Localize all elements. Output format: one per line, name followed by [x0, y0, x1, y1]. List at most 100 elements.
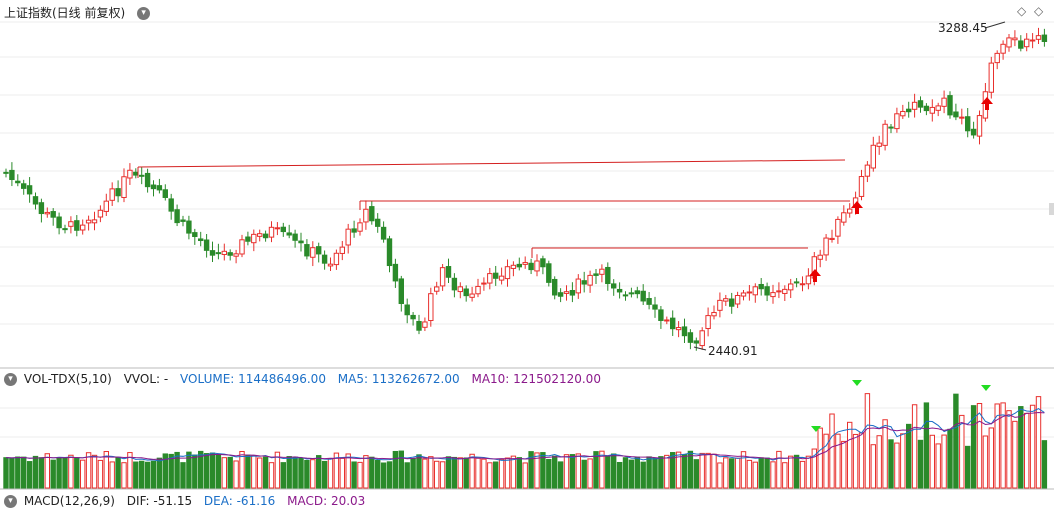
candle-body — [3, 171, 9, 174]
volume-bar — [941, 434, 947, 489]
candle-body — [758, 283, 764, 290]
volume-bar — [776, 450, 782, 489]
diamond-icon[interactable]: ◇ — [1017, 4, 1027, 18]
volume-bar — [233, 460, 239, 489]
volume-bar — [44, 453, 50, 489]
volume-bar — [510, 455, 517, 489]
ma10-line — [5, 411, 1045, 460]
volume-bar — [841, 440, 847, 489]
settings-dropdown-icon[interactable]: ◇ — [1034, 4, 1044, 18]
candle-body — [445, 266, 452, 278]
title-dropdown-icon[interactable]: ▾ — [137, 7, 151, 20]
volume-bar — [540, 452, 546, 489]
high-price-label: 3288.45 — [938, 21, 988, 35]
volume-bar — [121, 462, 127, 489]
volume-bar — [434, 460, 440, 489]
candle-body — [375, 218, 381, 227]
candle-body — [658, 309, 664, 321]
dif-value: DIF: -51.15 — [126, 494, 193, 508]
volume-bar — [127, 452, 133, 489]
volume-bar — [68, 454, 74, 489]
volume-bar — [652, 457, 658, 489]
volume-bar — [80, 459, 86, 489]
candle-body — [1024, 38, 1030, 48]
candle-body — [103, 200, 109, 212]
candle-body — [829, 237, 835, 240]
candle-body — [569, 289, 576, 296]
candle-body — [935, 105, 941, 111]
volume-bar — [976, 403, 983, 489]
candle-body — [56, 216, 62, 229]
candle-body — [68, 221, 74, 227]
volume-bar — [416, 454, 422, 489]
volume-bar — [245, 454, 251, 489]
candle-body — [487, 273, 493, 284]
volume-bar — [351, 461, 357, 489]
vvol-value: VVOL: - — [123, 372, 169, 386]
candle-body — [788, 283, 794, 291]
volume-bar — [628, 459, 635, 489]
candle-body — [257, 233, 263, 237]
volume-bar — [793, 454, 800, 489]
candle-body — [369, 206, 375, 222]
candle-body — [62, 228, 68, 231]
volume-bar — [439, 461, 446, 489]
candle-body — [746, 291, 753, 294]
candle-body — [835, 218, 841, 237]
candle-body — [611, 283, 617, 289]
candle-body — [392, 263, 399, 282]
volume-bar — [310, 459, 316, 489]
candle-body — [646, 298, 652, 305]
candle-body — [764, 286, 770, 296]
volume-bar — [386, 461, 393, 489]
volume-bar — [811, 448, 817, 489]
volume-bar — [534, 452, 540, 489]
volume-bar — [97, 459, 104, 489]
candle-body — [941, 97, 947, 107]
volume-bar — [752, 461, 758, 489]
volume-bar — [953, 393, 959, 489]
candle-body — [864, 164, 871, 177]
candle-body — [115, 188, 121, 197]
volume-bar — [1012, 420, 1018, 489]
volume-bar — [304, 459, 310, 489]
candle-body — [528, 262, 534, 271]
candle-body — [15, 180, 21, 184]
candle-body — [965, 116, 971, 132]
candle-body — [1012, 37, 1018, 41]
candle-body — [434, 286, 440, 292]
volume-bar — [746, 459, 753, 489]
volume-bar — [380, 462, 387, 489]
macd-dropdown-icon[interactable]: ▾ — [4, 495, 17, 508]
candle-body — [451, 277, 458, 291]
candle-body — [339, 246, 346, 254]
candle-body — [770, 292, 776, 298]
candle-body — [380, 226, 387, 240]
volume-dropdown-icon[interactable]: ▾ — [4, 373, 17, 386]
candle-body — [203, 239, 210, 251]
candle-body — [953, 111, 959, 118]
volume-bar — [770, 461, 776, 489]
candle-body — [959, 116, 965, 119]
volume-bar — [1024, 412, 1030, 489]
low-price-label: 2440.91 — [708, 344, 758, 358]
candle-body — [310, 247, 316, 258]
volume-bar — [864, 393, 871, 489]
down-arrow-icon — [811, 426, 821, 432]
candle-body — [616, 288, 623, 293]
volume-bar — [3, 457, 9, 489]
candle-body — [634, 290, 640, 295]
volume-bar — [339, 457, 346, 489]
volume-bar — [445, 456, 452, 489]
candle-body — [752, 286, 758, 296]
candle-body — [723, 298, 729, 302]
volume-bar — [498, 458, 505, 489]
candle-body — [286, 232, 292, 236]
volume-bar — [764, 457, 770, 489]
volume-bar — [894, 442, 900, 489]
volume-bar — [805, 455, 812, 489]
candle-body — [793, 281, 800, 284]
volume-bar — [50, 459, 56, 489]
volume-bar — [970, 405, 977, 489]
high-pointer — [984, 21, 1006, 29]
